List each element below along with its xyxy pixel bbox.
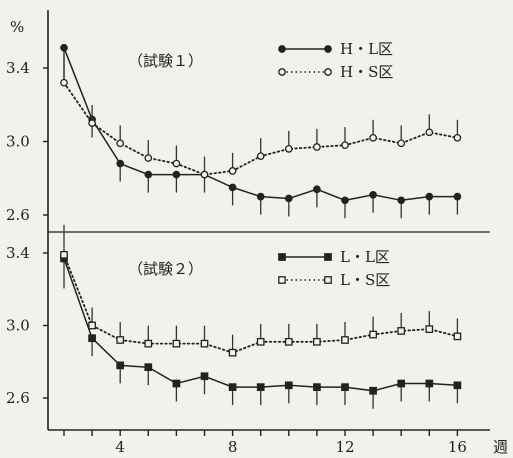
data-point: [397, 379, 406, 388]
legend-marker: [278, 68, 286, 76]
y-unit-label: %: [10, 18, 24, 36]
data-point: [172, 379, 181, 388]
data-point: [144, 170, 153, 179]
x-tick-label: 4: [115, 438, 125, 456]
data-point: [425, 325, 434, 333]
data-point: [397, 139, 406, 148]
y-tick-label: 3.4: [6, 244, 30, 262]
data-point: [116, 139, 125, 148]
data-point: [172, 159, 181, 168]
legend-label-hl: H・L区: [340, 40, 393, 58]
data-point: [88, 321, 96, 330]
data-point: [313, 337, 321, 346]
data-point: [116, 361, 125, 370]
data-point: [397, 327, 406, 335]
data-point: [116, 336, 125, 344]
data-point: [144, 154, 153, 162]
data-point: [341, 336, 349, 344]
data-point: [60, 43, 68, 52]
series-line: [63, 81, 459, 176]
x-tick-label: 12: [335, 438, 354, 456]
legend-label-ls: L・S区: [340, 271, 390, 289]
data-point: [453, 192, 462, 201]
legend-marker: [324, 68, 332, 76]
data-point: [341, 383, 349, 391]
data-point: [284, 381, 293, 390]
data-point: [341, 196, 349, 205]
legend-marker: [278, 45, 286, 53]
data-point: [228, 167, 237, 175]
data-point: [256, 383, 265, 391]
y-tick-label: 3.0: [6, 133, 30, 151]
legend-panel2: L・L区 L・S区: [340, 248, 390, 289]
chart-marks: 2.6 3.0 3.4 2.6 3.0 3.4 4 8 12 16: [6, 43, 467, 456]
legend-marker: [278, 253, 286, 261]
data-point: [88, 334, 96, 343]
x-tick-label: 16: [448, 438, 467, 456]
y-tick-label: 2.6: [6, 206, 30, 224]
data-point: [144, 339, 153, 348]
data-point: [60, 250, 68, 259]
data-point: [144, 363, 153, 372]
data-point: [60, 78, 68, 87]
data-point: [172, 170, 181, 179]
data-point: [284, 145, 293, 153]
data-point: [369, 330, 377, 339]
series-line: [63, 47, 459, 202]
legend-panel1: H・L区 H・S区: [340, 40, 393, 81]
data-point: [200, 372, 209, 381]
panel1-title: （試験１）: [128, 52, 203, 70]
data-point: [453, 332, 462, 341]
data-point: [369, 386, 377, 395]
data-point: [369, 133, 377, 142]
legend-marker: [324, 253, 332, 261]
data-point: [313, 143, 321, 151]
data-point: [228, 183, 237, 192]
legend-marker: [324, 276, 332, 284]
data-point: [256, 337, 265, 346]
data-point: [88, 119, 96, 127]
data-point: [341, 141, 349, 150]
y-tick-label: 2.6: [6, 389, 30, 407]
x-unit-label: 週: [493, 438, 508, 456]
y-tick-label: 3.4: [6, 59, 30, 77]
legend-label-ll: L・L区: [340, 248, 390, 266]
data-point: [313, 185, 321, 194]
data-point: [200, 170, 209, 179]
data-point: [425, 379, 434, 388]
data-point: [116, 159, 125, 168]
data-point: [200, 339, 209, 348]
legend-marker: [278, 276, 286, 284]
panel2-title: （試験２）: [128, 260, 203, 278]
data-point: [284, 337, 293, 346]
data-point: [453, 381, 462, 390]
data-point: [453, 133, 462, 142]
y-tick-label: 3.0: [6, 317, 30, 335]
data-point: [369, 190, 377, 199]
data-point: [425, 192, 434, 201]
x-tick-label: 8: [228, 438, 238, 456]
data-point: [172, 339, 181, 348]
data-point: [256, 152, 265, 161]
legend-label-hs: H・S区: [340, 63, 393, 81]
legend-marker: [324, 45, 332, 53]
data-point: [425, 128, 434, 137]
data-point: [228, 383, 237, 391]
data-point: [397, 196, 406, 205]
data-point: [228, 348, 237, 357]
data-point: [256, 192, 265, 201]
data-point: [284, 194, 293, 203]
data-point: [313, 383, 321, 391]
